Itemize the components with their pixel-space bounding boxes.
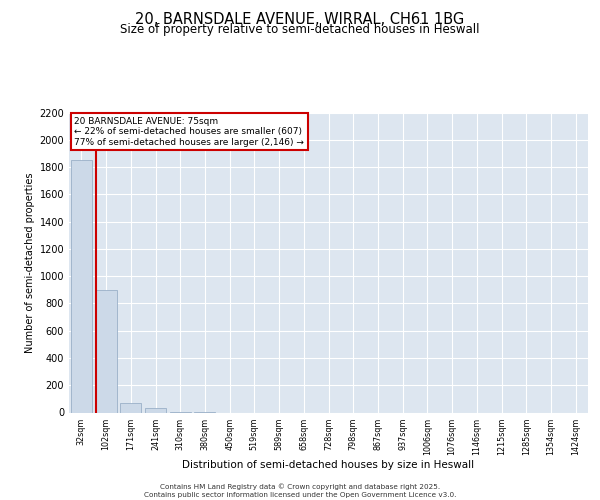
- Text: 20 BARNSDALE AVENUE: 75sqm
← 22% of semi-detached houses are smaller (607)
77% o: 20 BARNSDALE AVENUE: 75sqm ← 22% of semi…: [74, 117, 304, 147]
- Bar: [71, 160, 92, 412]
- Text: Contains HM Land Registry data © Crown copyright and database right 2025.
Contai: Contains HM Land Registry data © Crown c…: [144, 484, 456, 498]
- Bar: [95, 290, 116, 412]
- X-axis label: Distribution of semi-detached houses by size in Heswall: Distribution of semi-detached houses by …: [182, 460, 475, 470]
- Bar: [120, 403, 141, 412]
- Text: 20, BARNSDALE AVENUE, WIRRAL, CH61 1BG: 20, BARNSDALE AVENUE, WIRRAL, CH61 1BG: [136, 12, 464, 28]
- Text: Size of property relative to semi-detached houses in Heswall: Size of property relative to semi-detach…: [120, 22, 480, 36]
- Y-axis label: Number of semi-detached properties: Number of semi-detached properties: [25, 172, 35, 353]
- Bar: [145, 408, 166, 412]
